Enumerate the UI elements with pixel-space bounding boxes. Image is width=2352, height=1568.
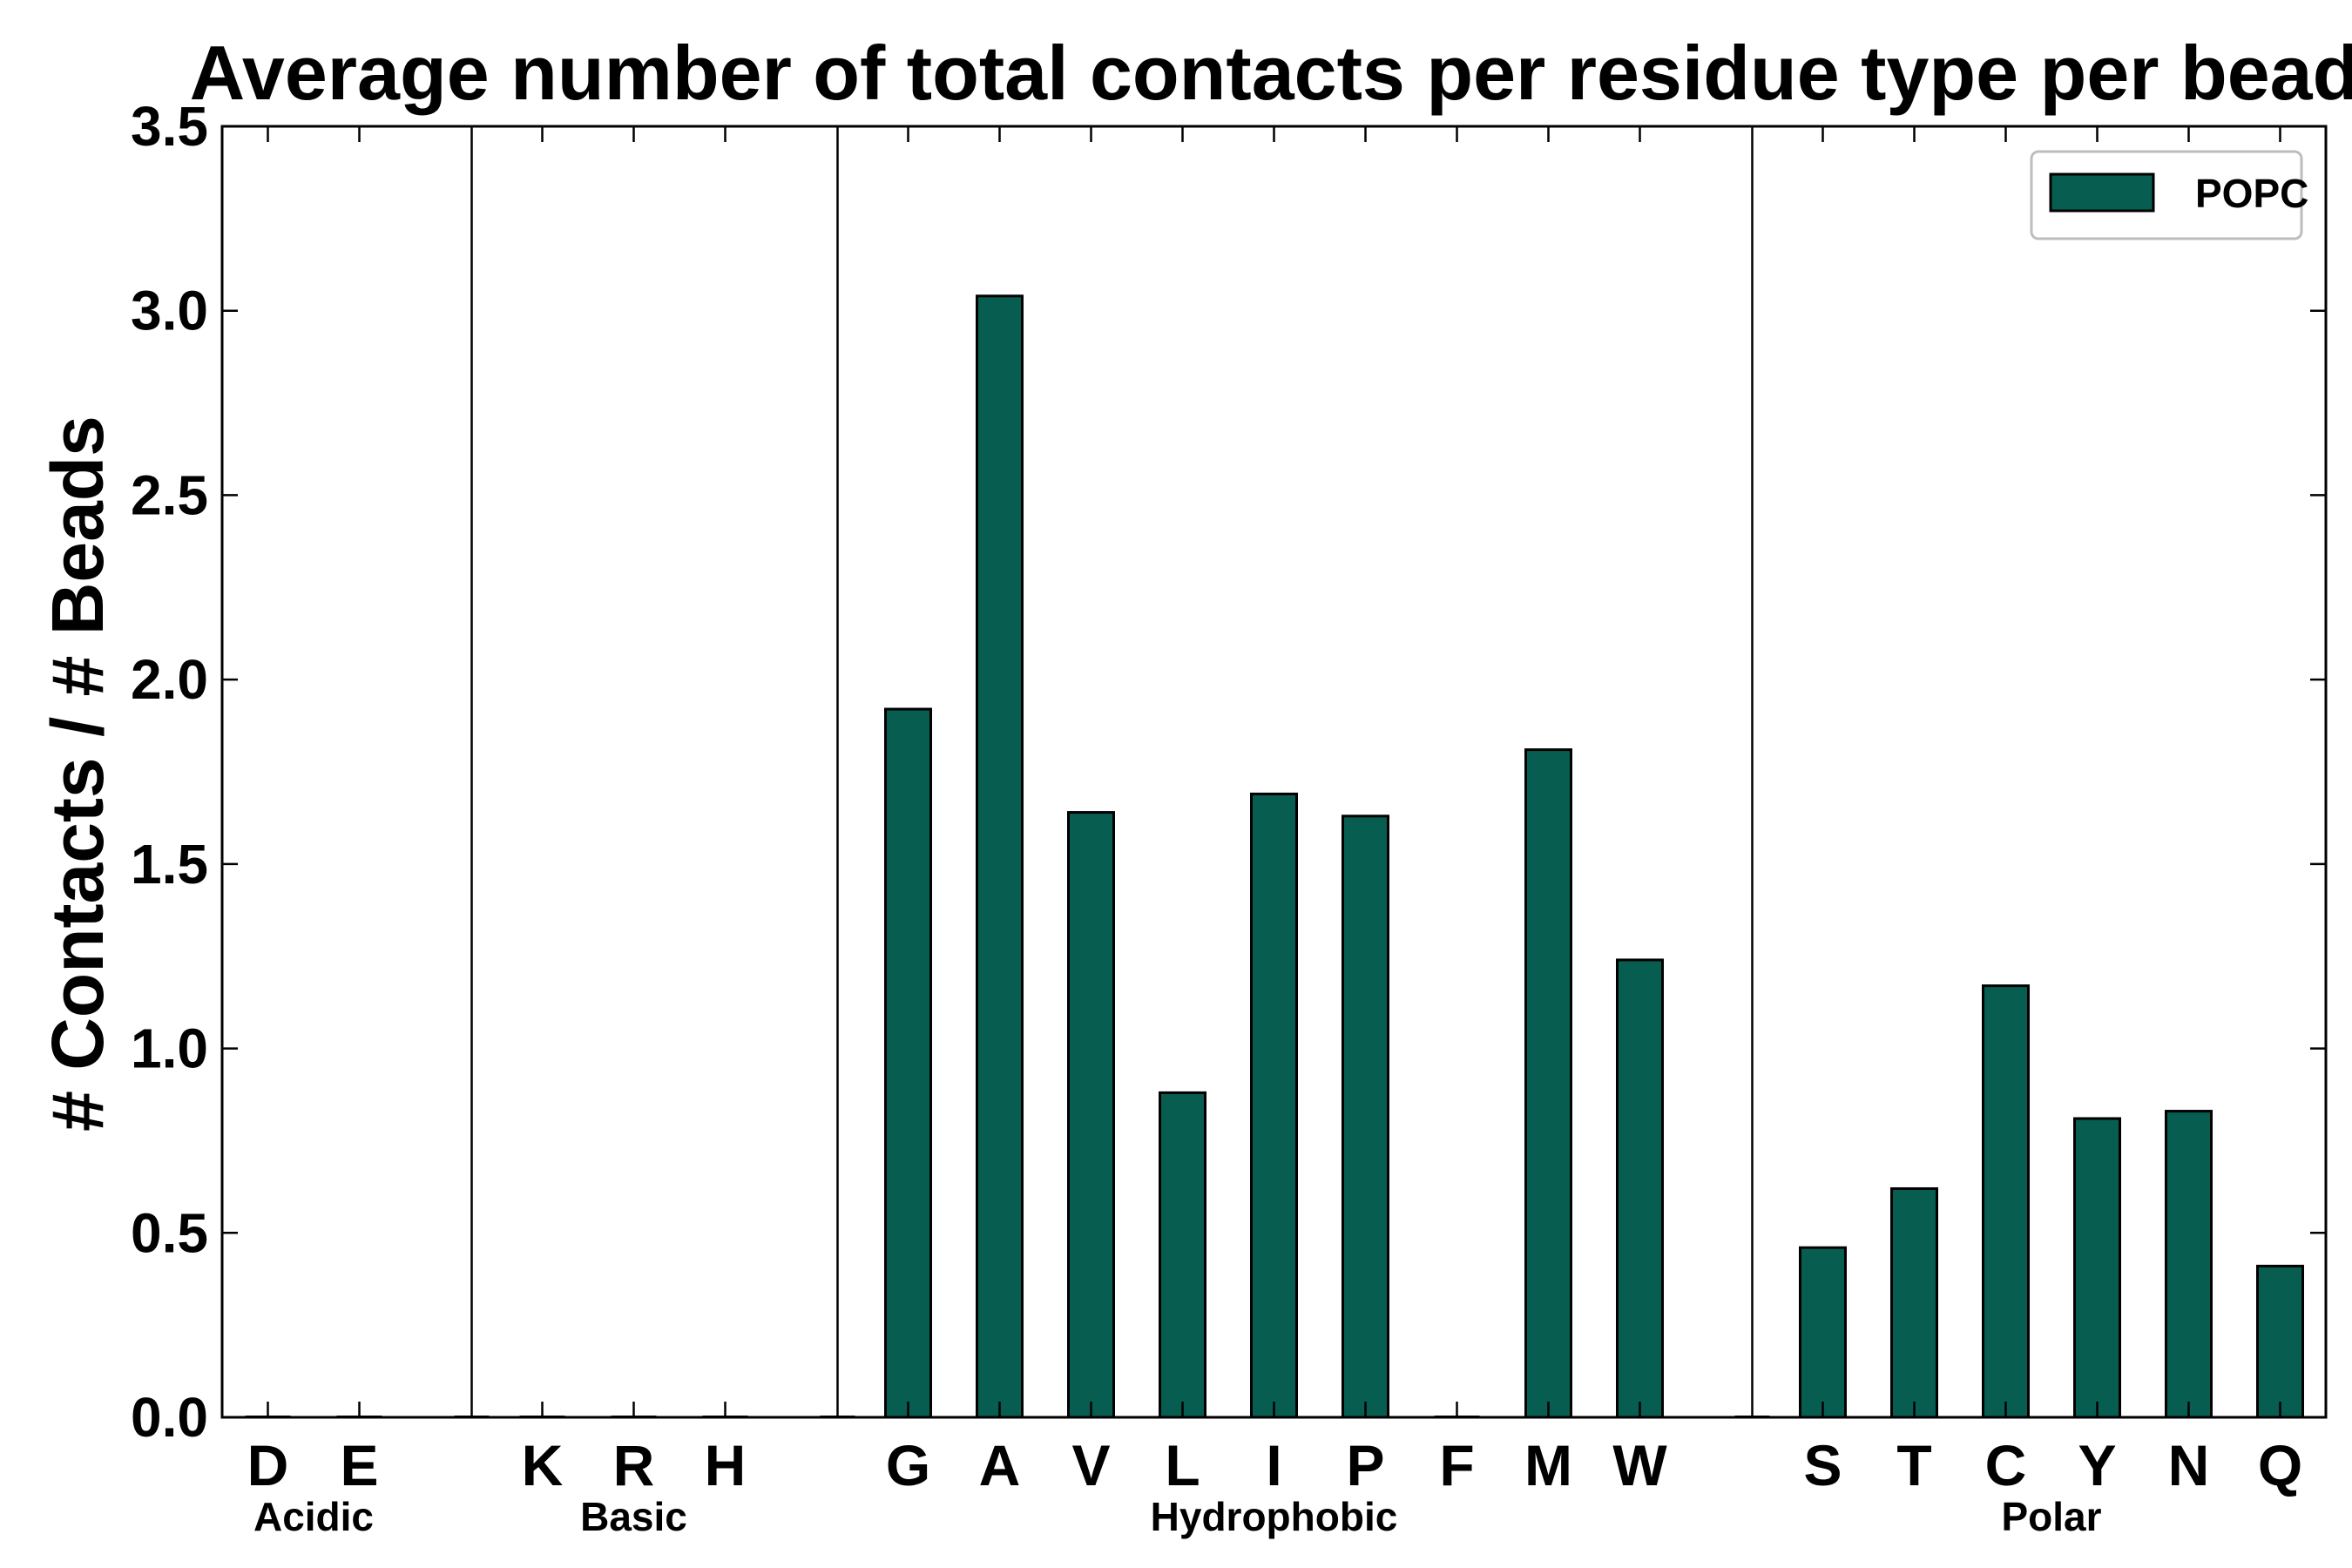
x-tick-label: L [1165, 1433, 1200, 1497]
x-tick-label: I [1266, 1433, 1281, 1497]
bar-G [884, 707, 932, 1419]
bar-P [1342, 814, 1389, 1419]
y-tick-label: 0.0 [131, 1386, 208, 1449]
bar-Q [2256, 1264, 2304, 1419]
legend-label-popc: POPC [2195, 171, 2308, 216]
x-tick-label: T [1896, 1433, 1931, 1497]
x-tick-label: W [1612, 1433, 1667, 1497]
x-tick-label: M [1524, 1433, 1572, 1497]
bar-I [1250, 792, 1298, 1419]
y-tick-label: 1.5 [131, 833, 208, 896]
bar-V [1067, 811, 1115, 1419]
y-tick-label: 3.5 [131, 95, 208, 158]
x-tick-label: D [247, 1433, 289, 1497]
x-tick-label: G [886, 1433, 930, 1497]
bar-Y [2073, 1117, 2121, 1419]
y-tick-label: 2.0 [131, 648, 208, 711]
bar-C [1982, 984, 2030, 1419]
x-tick-label: S [1803, 1433, 1842, 1497]
x-tick-label: E [340, 1433, 378, 1497]
y-tick-label: 3.0 [131, 280, 208, 342]
bar-A [976, 294, 1024, 1419]
x-tick-label: P [1346, 1433, 1384, 1497]
bar-M [1524, 748, 1572, 1419]
x-tick-label: K [522, 1433, 564, 1497]
bar-T [1890, 1186, 1938, 1419]
y-tick-label: 1.0 [131, 1017, 208, 1080]
group-label: Acidic [253, 1494, 374, 1539]
x-tick-label: H [705, 1433, 747, 1497]
y-tick-label: 2.5 [131, 463, 208, 526]
x-tick-label: N [2168, 1433, 2210, 1497]
bar-W [1616, 958, 1664, 1419]
x-tick-label: V [1071, 1433, 1110, 1497]
bar-S [1799, 1246, 1847, 1419]
legend: POPC [2030, 150, 2308, 240]
x-tick-label: Q [2258, 1433, 2302, 1497]
x-tick-label: R [613, 1433, 655, 1497]
plot-area: 0.0 0.5 1.0 1.5 2.0 2.5 3.0 3.5 D E K R H G A V L I P F M W S T… [131, 95, 2328, 1539]
group-label: Polar [2001, 1494, 2101, 1539]
chart-title: Average number of total contacts per res… [190, 30, 2352, 116]
y-tick-label: 0.5 [131, 1201, 208, 1264]
y-axis-label: # Contacts / # Beads [37, 416, 118, 1132]
x-tick-label: A [979, 1433, 1021, 1497]
x-tick-label: C [1985, 1433, 2027, 1497]
x-tick-label: F [1439, 1433, 1474, 1497]
bar-N [2165, 1110, 2213, 1419]
bar-L [1159, 1091, 1206, 1419]
x-tick-label: Y [2078, 1433, 2116, 1497]
legend-swatch-popc [2049, 172, 2155, 213]
group-label: Hydrophobic [1151, 1494, 1398, 1539]
group-label: Basic [580, 1494, 687, 1539]
